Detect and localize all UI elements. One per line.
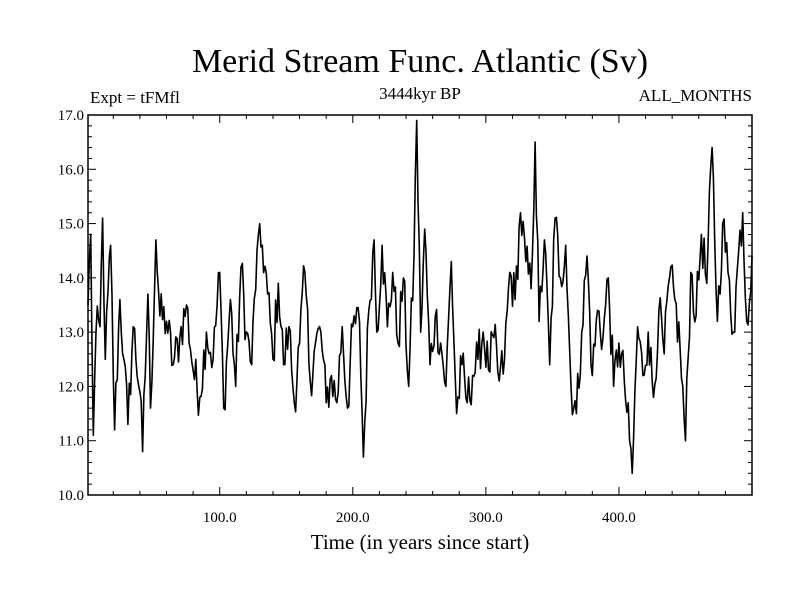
y-tick-label: 12.0: [58, 379, 84, 395]
plot-frame: [87, 114, 753, 496]
y-axis-ticks: 10.0 11.0 12.0 13.0 14.0 15.0 16.0 17.0: [58, 108, 752, 504]
x-axis-ticks: 100.0 200.0 300.0 400.0: [112, 115, 726, 526]
y-tick-label: 13.0: [58, 325, 84, 341]
y-tick-label: 10.0: [58, 488, 84, 504]
y-tick-label: 14.0: [58, 271, 84, 287]
series-layer: [87, 119, 753, 475]
experiment-label: Expt = tFMfl: [90, 88, 180, 107]
x-tick-label: 400.0: [602, 510, 636, 526]
x-tick-label: 100.0: [203, 510, 237, 526]
series-line: [87, 119, 753, 475]
y-tick-label: 11.0: [58, 434, 84, 450]
months-label: ALL_MONTHS: [639, 86, 752, 105]
x-tick-label: 200.0: [336, 510, 370, 526]
x-axis-label: Time (in years since start): [311, 530, 530, 554]
period-label: 3444kyr BP: [379, 84, 461, 103]
chart-title: Merid Stream Func. Atlantic (Sv): [192, 43, 648, 80]
y-tick-label: 17.0: [58, 108, 84, 124]
y-tick-label: 16.0: [58, 162, 84, 178]
x-tick-label: 300.0: [469, 510, 503, 526]
y-tick-label: 15.0: [58, 217, 84, 233]
